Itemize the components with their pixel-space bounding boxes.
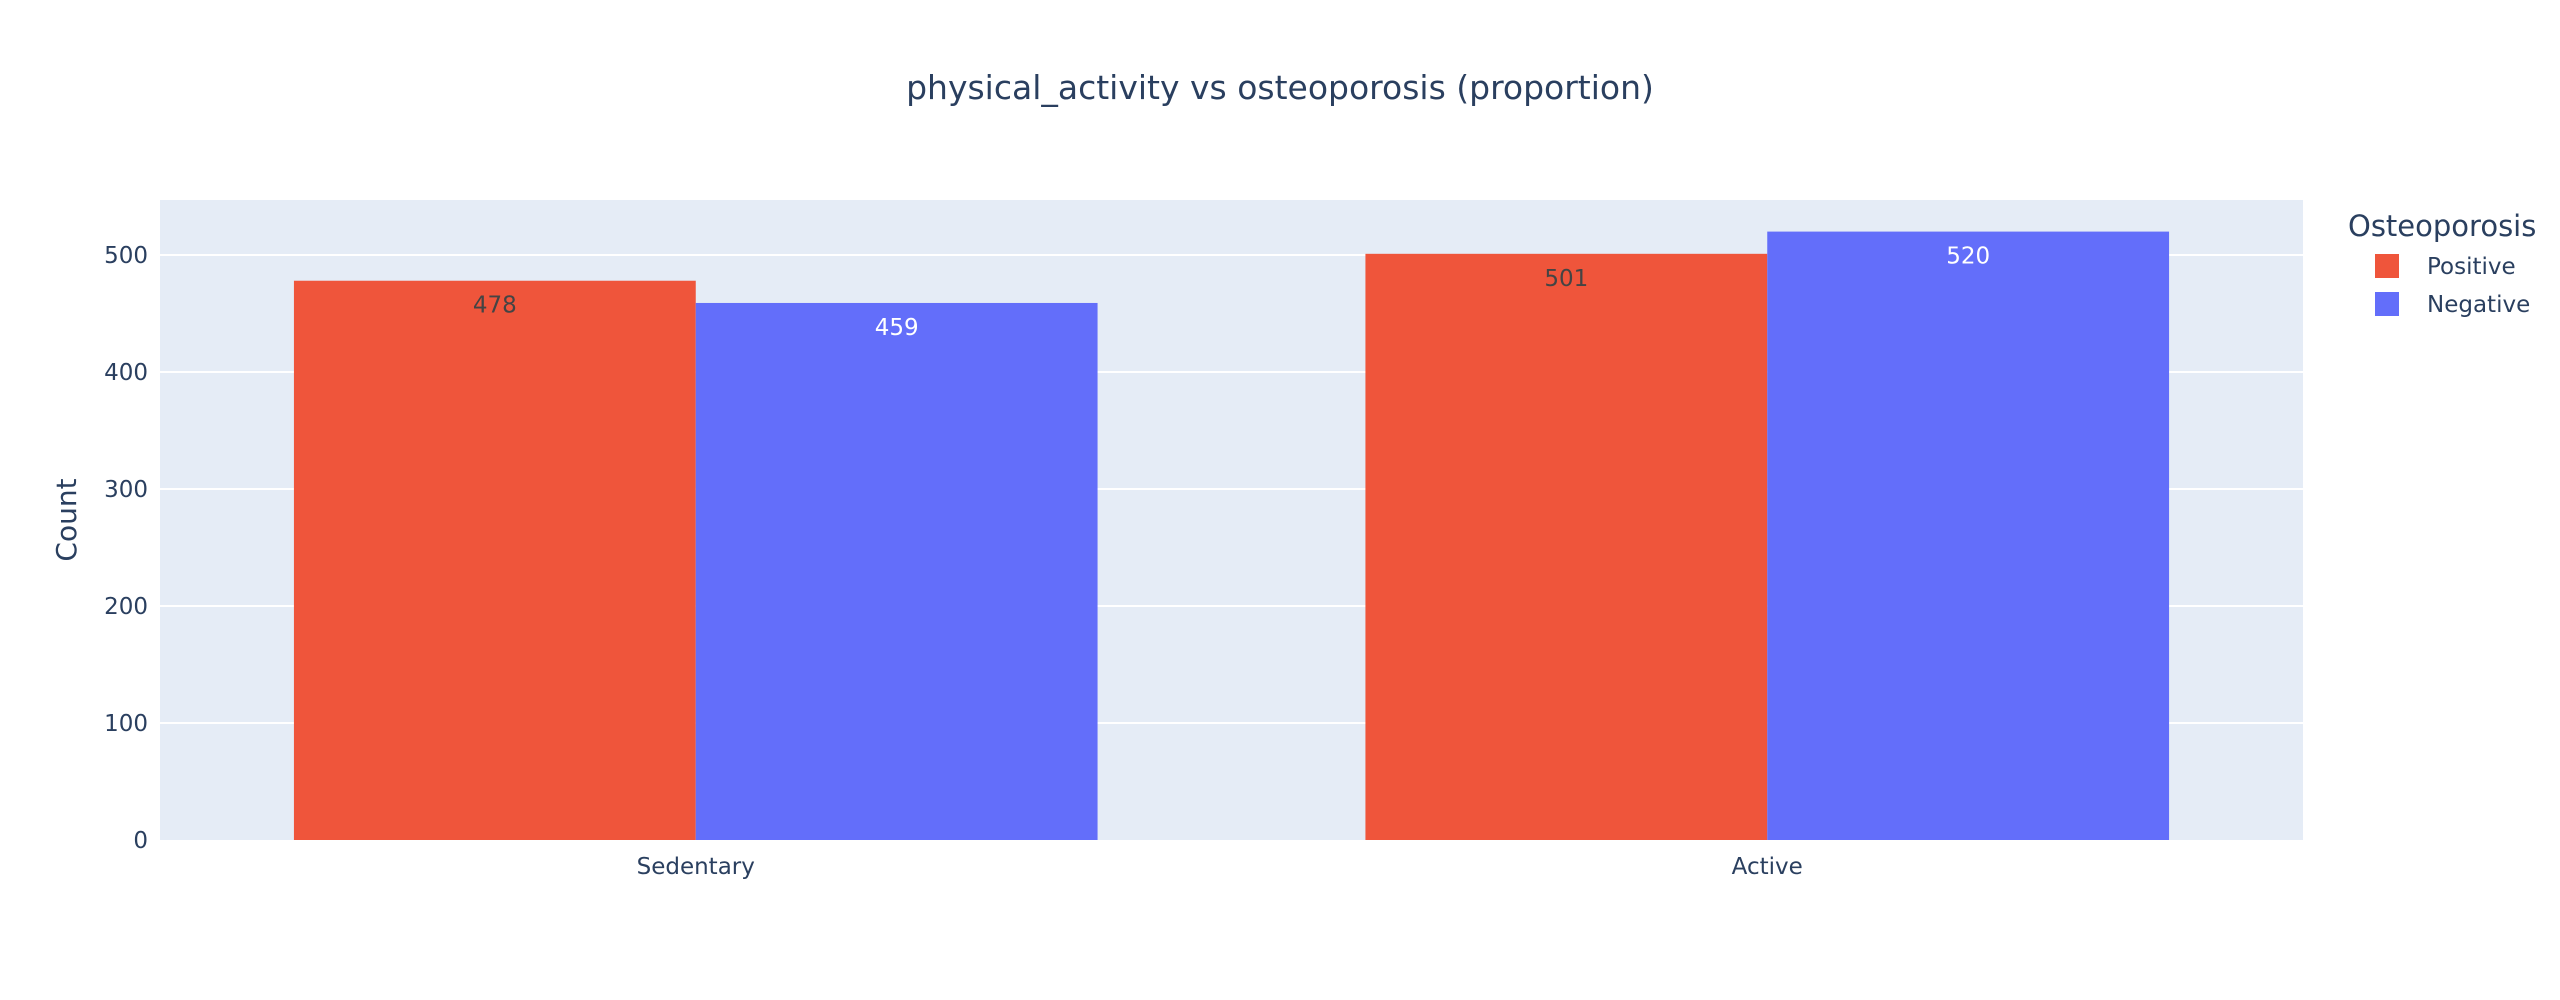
bar-value-label: 459	[875, 315, 919, 341]
legend-swatch	[2375, 292, 2399, 316]
y-tick-label: 500	[104, 243, 148, 269]
x-tick-label: Sedentary	[637, 854, 755, 880]
legend-title: Osteoporosis	[2348, 209, 2536, 243]
y-tick-label: 300	[104, 477, 148, 503]
y-tick-label: 400	[104, 360, 148, 386]
legend[interactable]: Osteoporosis Positive Negative	[2348, 209, 2536, 318]
legend-item-negative[interactable]: Negative	[2375, 292, 2530, 318]
bar-positive-active[interactable]	[1365, 253, 1768, 840]
chart-title: physical_activity vs osteoporosis (propo…	[906, 68, 1654, 107]
data-labels: 478 459 501 520	[473, 244, 1990, 341]
legend-label: Positive	[2427, 254, 2516, 280]
y-tick-label: 0	[133, 828, 148, 854]
y-axis-ticks: 0 100 200 300 400 500	[104, 243, 148, 854]
bar-positive-sedentary[interactable]	[293, 280, 696, 840]
bar-negative-active[interactable]	[1767, 231, 2170, 840]
x-axis-ticks: Sedentary Active	[637, 854, 1803, 880]
legend-label: Negative	[2427, 292, 2530, 318]
bar-value-label: 478	[473, 293, 517, 319]
y-tick-label: 200	[104, 594, 148, 620]
legend-item-positive[interactable]: Positive	[2375, 254, 2516, 280]
bar-value-label: 520	[1946, 244, 1990, 270]
legend-swatch	[2375, 254, 2399, 278]
x-tick-label: Active	[1732, 854, 1803, 880]
bar-value-label: 501	[1544, 266, 1588, 292]
y-axis-title: Count	[50, 478, 83, 561]
y-tick-label: 100	[104, 711, 148, 737]
bar-negative-sedentary[interactable]	[695, 302, 1098, 840]
bars	[293, 231, 2170, 840]
